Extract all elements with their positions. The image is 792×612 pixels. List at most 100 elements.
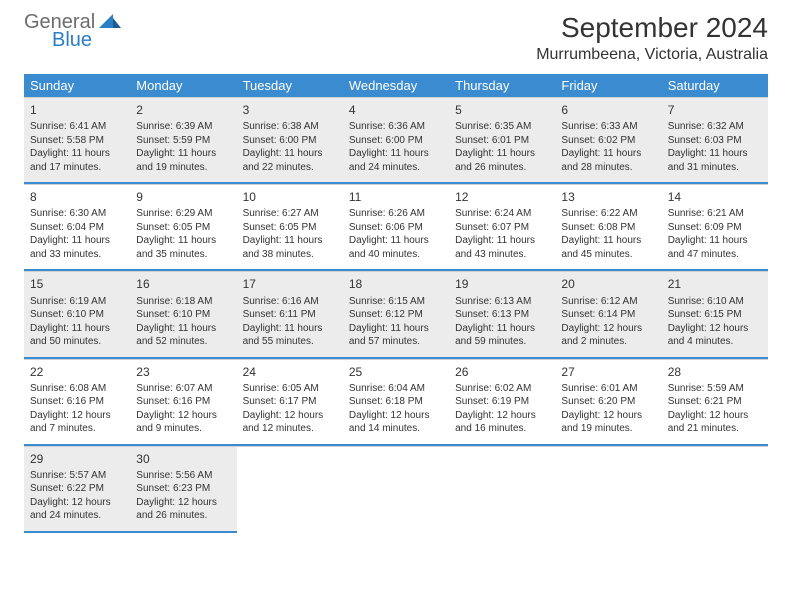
daylight-line: Daylight: 11 hours and 28 minutes.: [561, 147, 655, 174]
day-number: 7: [668, 102, 762, 118]
day-cell: [343, 447, 449, 533]
day-cell: 11 Sunrise: 6:26 AMSunset: 6:06 PMDayligh…: [343, 185, 449, 269]
day-number: 12: [455, 189, 549, 205]
sunrise-line: Sunrise: 6:22 AM: [561, 207, 655, 221]
day-cell: 14Sunrise: 6:21 AMSunset: 6:09 PMDayligh…: [662, 185, 768, 269]
day-number: 27: [561, 364, 655, 380]
week-row: 8Sunrise: 6:30 AMSunset: 6:04 PMDaylight…: [24, 184, 768, 271]
sunrise-line: Sunrise: 6:30 AM: [30, 207, 124, 221]
day-cell: 21Sunrise: 6:10 AMSunset: 6:15 PMDayligh…: [662, 272, 768, 356]
day-cell: 4Sunrise: 6:36 AMSunset: 6:00 PMDaylight…: [343, 98, 449, 182]
day-cell: [662, 447, 768, 533]
daylight-line: Daylight: 11 hours and 35 minutes.: [136, 234, 230, 261]
day-number: 22: [30, 364, 124, 380]
day-cell: 16Sunrise: 6:18 AMSunset: 6:10 PMDayligh…: [130, 272, 236, 356]
month-title: September 2024: [536, 12, 768, 44]
sunrise-line: Sunrise: 6:15 AM: [349, 295, 443, 309]
sunset-line: Sunset: 6:00 PM: [349, 134, 443, 148]
sunset-line: Sunset: 6:03 PM: [668, 134, 762, 148]
day-cell: 24Sunrise: 6:05 AMSunset: 6:17 PMDayligh…: [237, 360, 343, 444]
sunset-line: Sunset: 6:06 PM: [349, 221, 443, 235]
day-cell: 13Sunrise: 6:22 AMSunset: 6:08 PMDayligh…: [555, 185, 661, 269]
day-header: Sunday: [24, 74, 130, 97]
logo-word2: Blue: [52, 30, 95, 50]
sunset-line: Sunset: 6:01 PM: [455, 134, 549, 148]
day-cell: [237, 447, 343, 533]
day-cell: 27Sunrise: 6:01 AMSunset: 6:20 PMDayligh…: [555, 360, 661, 444]
location: Murrumbeena, Victoria, Australia: [536, 46, 768, 64]
day-cell: 12Sunrise: 6:24 AMSunset: 6:07 PMDayligh…: [449, 185, 555, 269]
daylight-line: Daylight: 11 hours and 24 minutes.: [349, 147, 443, 174]
week-row: 22Sunrise: 6:08 AMSunset: 6:16 PMDayligh…: [24, 359, 768, 446]
sunset-line: Sunset: 6:10 PM: [30, 308, 124, 322]
day-number: 24: [243, 364, 337, 380]
day-cell: 28Sunrise: 5:59 AMSunset: 6:21 PMDayligh…: [662, 360, 768, 444]
day-cell: 15Sunrise: 6:19 AMSunset: 6:10 PMDayligh…: [24, 272, 130, 356]
daylight-line: Daylight: 12 hours and 26 minutes.: [136, 496, 230, 523]
sunrise-line: Sunrise: 6:02 AM: [455, 382, 549, 396]
sunrise-line: Sunrise: 6:36 AM: [349, 120, 443, 134]
sunrise-line: Sunrise: 5:56 AM: [136, 469, 230, 483]
daylight-line: Daylight: 11 hours and 22 minutes.: [243, 147, 337, 174]
week-row: 29Sunrise: 5:57 AMSunset: 6:22 PMDayligh…: [24, 446, 768, 533]
sunset-line: Sunset: 6:11 PM: [243, 308, 337, 322]
day-number: 1: [30, 102, 124, 118]
day-number: 17: [243, 276, 337, 292]
daylight-line: Daylight: 12 hours and 24 minutes.: [30, 496, 124, 523]
day-cell: 6Sunrise: 6:33 AMSunset: 6:02 PMDaylight…: [555, 98, 661, 182]
daylight-line: Daylight: 12 hours and 9 minutes.: [136, 409, 230, 436]
sunset-line: Sunset: 6:21 PM: [668, 395, 762, 409]
sunset-line: Sunset: 5:58 PM: [30, 134, 124, 148]
day-cell: 29Sunrise: 5:57 AMSunset: 6:22 PMDayligh…: [24, 447, 130, 533]
sunset-line: Sunset: 6:00 PM: [243, 134, 337, 148]
day-header: Saturday: [662, 74, 768, 97]
day-cell: 10Sunrise: 6:27 AMSunset: 6:05 PMDayligh…: [237, 185, 343, 269]
sunrise-line: Sunrise: 6:16 AM: [243, 295, 337, 309]
day-cell: 9Sunrise: 6:29 AMSunset: 6:05 PMDaylight…: [130, 185, 236, 269]
sunrise-line: Sunrise: 5:57 AM: [30, 469, 124, 483]
daylight-line: Daylight: 11 hours and 57 minutes.: [349, 322, 443, 349]
day-cell: [449, 447, 555, 533]
day-cell: [555, 447, 661, 533]
day-number: 11: [349, 189, 443, 205]
sunrise-line: Sunrise: 6:32 AM: [668, 120, 762, 134]
sunset-line: Sunset: 6:04 PM: [30, 221, 124, 235]
logo-text: General Blue: [24, 12, 95, 50]
sunrise-line: Sunrise: 6:13 AM: [455, 295, 549, 309]
daylight-line: Daylight: 11 hours and 40 minutes.: [349, 234, 443, 261]
sunrise-line: Sunrise: 6:07 AM: [136, 382, 230, 396]
day-header: Monday: [130, 74, 236, 97]
day-number: 25: [349, 364, 443, 380]
day-number: 19: [455, 276, 549, 292]
sunrise-line: Sunrise: 6:04 AM: [349, 382, 443, 396]
day-number: 3: [243, 102, 337, 118]
sunrise-line: Sunrise: 6:08 AM: [30, 382, 124, 396]
day-number: 18: [349, 276, 443, 292]
sunrise-line: Sunrise: 6:12 AM: [561, 295, 655, 309]
sunset-line: Sunset: 6:19 PM: [455, 395, 549, 409]
sunset-line: Sunset: 6:09 PM: [668, 221, 762, 235]
week-row: 1 Sunrise: 6:41 AMSunset: 5:58 PM Daylight…: [24, 97, 768, 184]
day-number: 5: [455, 102, 549, 118]
daylight-line: Daylight: 12 hours and 2 minutes.: [561, 322, 655, 349]
sunset-line: Sunset: 6:07 PM: [455, 221, 549, 235]
day-number: 10: [243, 189, 337, 205]
sunrise-line: Sunrise: 5:59 AM: [668, 382, 762, 396]
day-cell: 2Sunrise: 6:39 AMSunset: 5:59 PMDaylight…: [130, 98, 236, 182]
sunset-line: Sunset: 6:05 PM: [243, 221, 337, 235]
daylight-line: Daylight: 11 hours and 31 minutes.: [668, 147, 762, 174]
sunrise-line: Sunrise: 6:41 AM: [30, 120, 124, 134]
day-number: 16: [136, 276, 230, 292]
day-header-row: Sunday Monday Tuesday Wednesday Thursday…: [24, 74, 768, 97]
logo: General Blue: [24, 12, 123, 50]
day-cell: 3Sunrise: 6:38 AMSunset: 6:00 PMDaylight…: [237, 98, 343, 182]
daylight-line: Daylight: 12 hours and 4 minutes.: [668, 322, 762, 349]
day-cell: 1Sunrise: 6:41 AMSunset: 5:58 PMDaylight…: [24, 98, 130, 182]
daylight-line: Daylight: 11 hours and 52 minutes.: [136, 322, 230, 349]
sunset-line: Sunset: 6:05 PM: [136, 221, 230, 235]
sunrise-line: Sunrise: 6:26 AM: [349, 207, 443, 221]
daylight-line: Daylight: 11 hours and 47 minutes.: [668, 234, 762, 261]
daylight-line: Daylight: 11 hours and 45 minutes.: [561, 234, 655, 261]
sunset-line: Sunset: 6:22 PM: [30, 482, 124, 496]
daylight-line: Daylight: 11 hours and 19 minutes.: [136, 147, 230, 174]
